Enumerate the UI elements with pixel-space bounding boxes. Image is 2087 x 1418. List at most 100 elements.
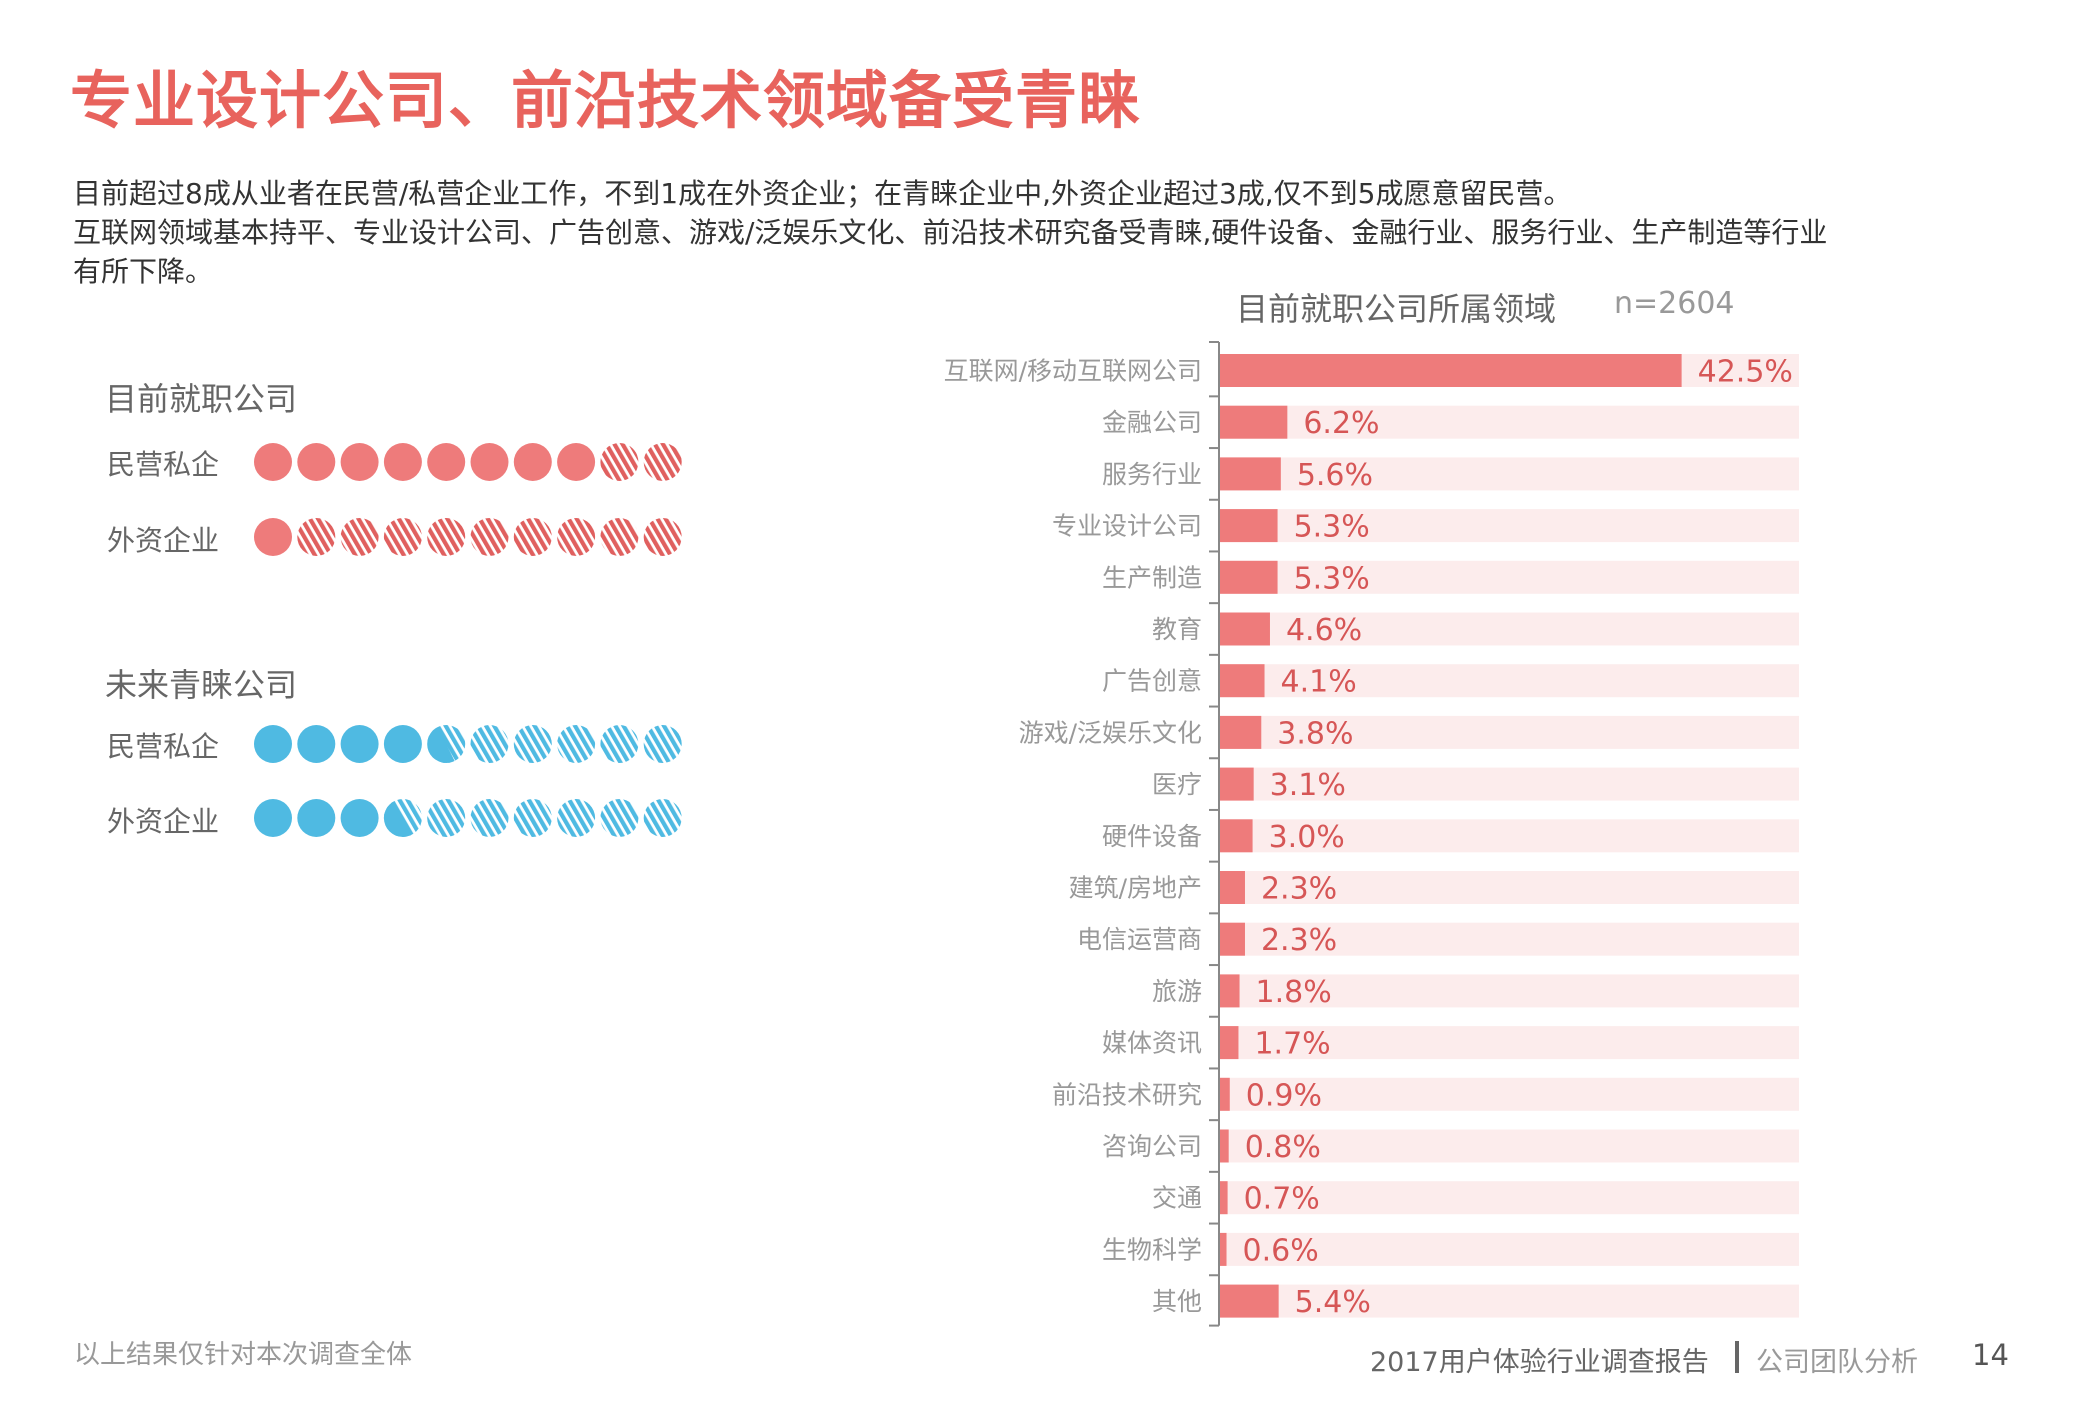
bar-track — [1220, 1129, 1799, 1163]
current-company-title: 目前就职公司 — [105, 380, 298, 418]
dot — [383, 518, 422, 556]
value-label: 4.6% — [1286, 613, 1362, 648]
value-label: 42.5% — [1698, 355, 1793, 390]
category-label: 广告创意 — [1102, 667, 1202, 696]
future-foreign-label: 外资企业 — [107, 805, 220, 838]
dot — [297, 725, 336, 763]
footer-report-title: 2017用户体验行业调查报告 — [1370, 1347, 1709, 1378]
dot — [340, 799, 379, 837]
summary-line-1: 目前超过8成从业者在民营/私营企业工作，不到1成在外资企业；在青睐企业中,外资企… — [73, 177, 1572, 210]
bar-row: 生物科学 0.6% — [1102, 1232, 1799, 1268]
bar-track — [1220, 405, 1799, 439]
dot-filled — [254, 518, 292, 556]
dot-hatched — [427, 799, 466, 837]
dot — [643, 518, 682, 556]
dot-filled — [254, 725, 292, 763]
dot — [340, 443, 379, 481]
dot-filled — [340, 725, 379, 763]
dot-filled — [383, 443, 422, 481]
dot-filled — [557, 443, 596, 481]
dot-filled — [470, 443, 509, 481]
bar-track — [1220, 819, 1799, 853]
bar-row: 生产制造 5.3% — [1102, 560, 1799, 596]
dot — [340, 518, 379, 556]
value-label: 5.6% — [1297, 458, 1373, 493]
category-label: 服务行业 — [1102, 460, 1202, 489]
value-label: 1.7% — [1254, 1027, 1330, 1062]
bar-track — [1220, 1181, 1799, 1215]
dot-filled — [513, 443, 552, 481]
category-label: 建筑/房地产 — [1069, 874, 1202, 903]
dot — [470, 725, 509, 763]
value-label: 0.7% — [1244, 1182, 1320, 1217]
bar-track — [1220, 1026, 1799, 1060]
bar-row: 交通 0.7% — [1152, 1181, 1799, 1217]
dot-filled — [254, 443, 292, 481]
bar-row: 咨询公司 0.8% — [1102, 1129, 1799, 1165]
dot-filled — [297, 725, 336, 763]
dot — [254, 725, 292, 763]
bar-track — [1220, 1284, 1799, 1318]
bar-row: 旅游 1.8% — [1152, 974, 1799, 1010]
value-label: 2.3% — [1261, 923, 1337, 958]
bar — [1220, 560, 1278, 594]
bar-track — [1220, 922, 1799, 956]
dot — [470, 799, 509, 837]
dot — [643, 725, 682, 763]
dot — [600, 799, 639, 837]
category-label: 金融公司 — [1102, 408, 1202, 437]
category-label: 教育 — [1152, 615, 1202, 644]
bar — [1220, 1026, 1239, 1060]
dot — [643, 799, 682, 837]
dot-hatched — [643, 518, 682, 556]
dot-hatched — [600, 799, 639, 837]
bar — [1220, 767, 1254, 801]
bar — [1220, 1181, 1228, 1215]
dot — [600, 518, 639, 556]
value-label: 0.6% — [1243, 1233, 1319, 1268]
footer-section-name: 公司团队分析 — [1756, 1347, 1918, 1378]
bar — [1220, 974, 1240, 1008]
dot — [383, 799, 422, 837]
value-label: 3.8% — [1277, 716, 1353, 751]
bar-row: 建筑/房地产 2.3% — [1069, 871, 1799, 907]
dot — [513, 443, 552, 481]
dot — [297, 518, 336, 556]
page-number: 14 — [1972, 1338, 2009, 1372]
current-private-label: 民营私企 — [107, 448, 220, 481]
bar-row: 专业设计公司 5.3% — [1052, 509, 1799, 545]
category-label: 咨询公司 — [1102, 1132, 1202, 1161]
dot-hatched — [643, 443, 682, 481]
dot — [470, 518, 509, 556]
dot — [557, 725, 596, 763]
dot-filled — [340, 799, 379, 837]
bar — [1220, 612, 1270, 646]
future-company-title: 未来青睐公司 — [105, 666, 298, 704]
value-label: 3.1% — [1270, 768, 1346, 803]
dot-filled — [340, 443, 379, 481]
bar — [1220, 664, 1265, 698]
category-label: 专业设计公司 — [1052, 512, 1202, 541]
dot — [513, 518, 552, 556]
bar-row: 服务行业 5.6% — [1102, 457, 1799, 493]
dot-filled — [254, 799, 292, 837]
current-foreign-label: 外资企业 — [107, 524, 220, 557]
bar-row: 广告创意 4.1% — [1102, 664, 1799, 700]
bar — [1220, 1232, 1227, 1266]
page-title: 专业设计公司、前沿技术领域备受青睐 — [70, 64, 1142, 137]
dot-hatched — [427, 518, 466, 556]
dot — [470, 443, 509, 481]
bar — [1220, 405, 1288, 439]
dot-matrix — [254, 443, 682, 837]
category-label: 生产制造 — [1102, 563, 1202, 592]
value-label: 0.8% — [1245, 1130, 1321, 1165]
value-label: 1.8% — [1256, 975, 1332, 1010]
bar — [1220, 819, 1253, 853]
dot-filled — [427, 443, 466, 481]
bar-row: 游戏/泛娱乐文化 3.8% — [1019, 715, 1799, 751]
bar-track — [1220, 664, 1799, 698]
value-label: 5.3% — [1294, 510, 1370, 545]
dot-hatched — [340, 518, 379, 556]
dot — [557, 518, 596, 556]
dot — [557, 443, 596, 481]
